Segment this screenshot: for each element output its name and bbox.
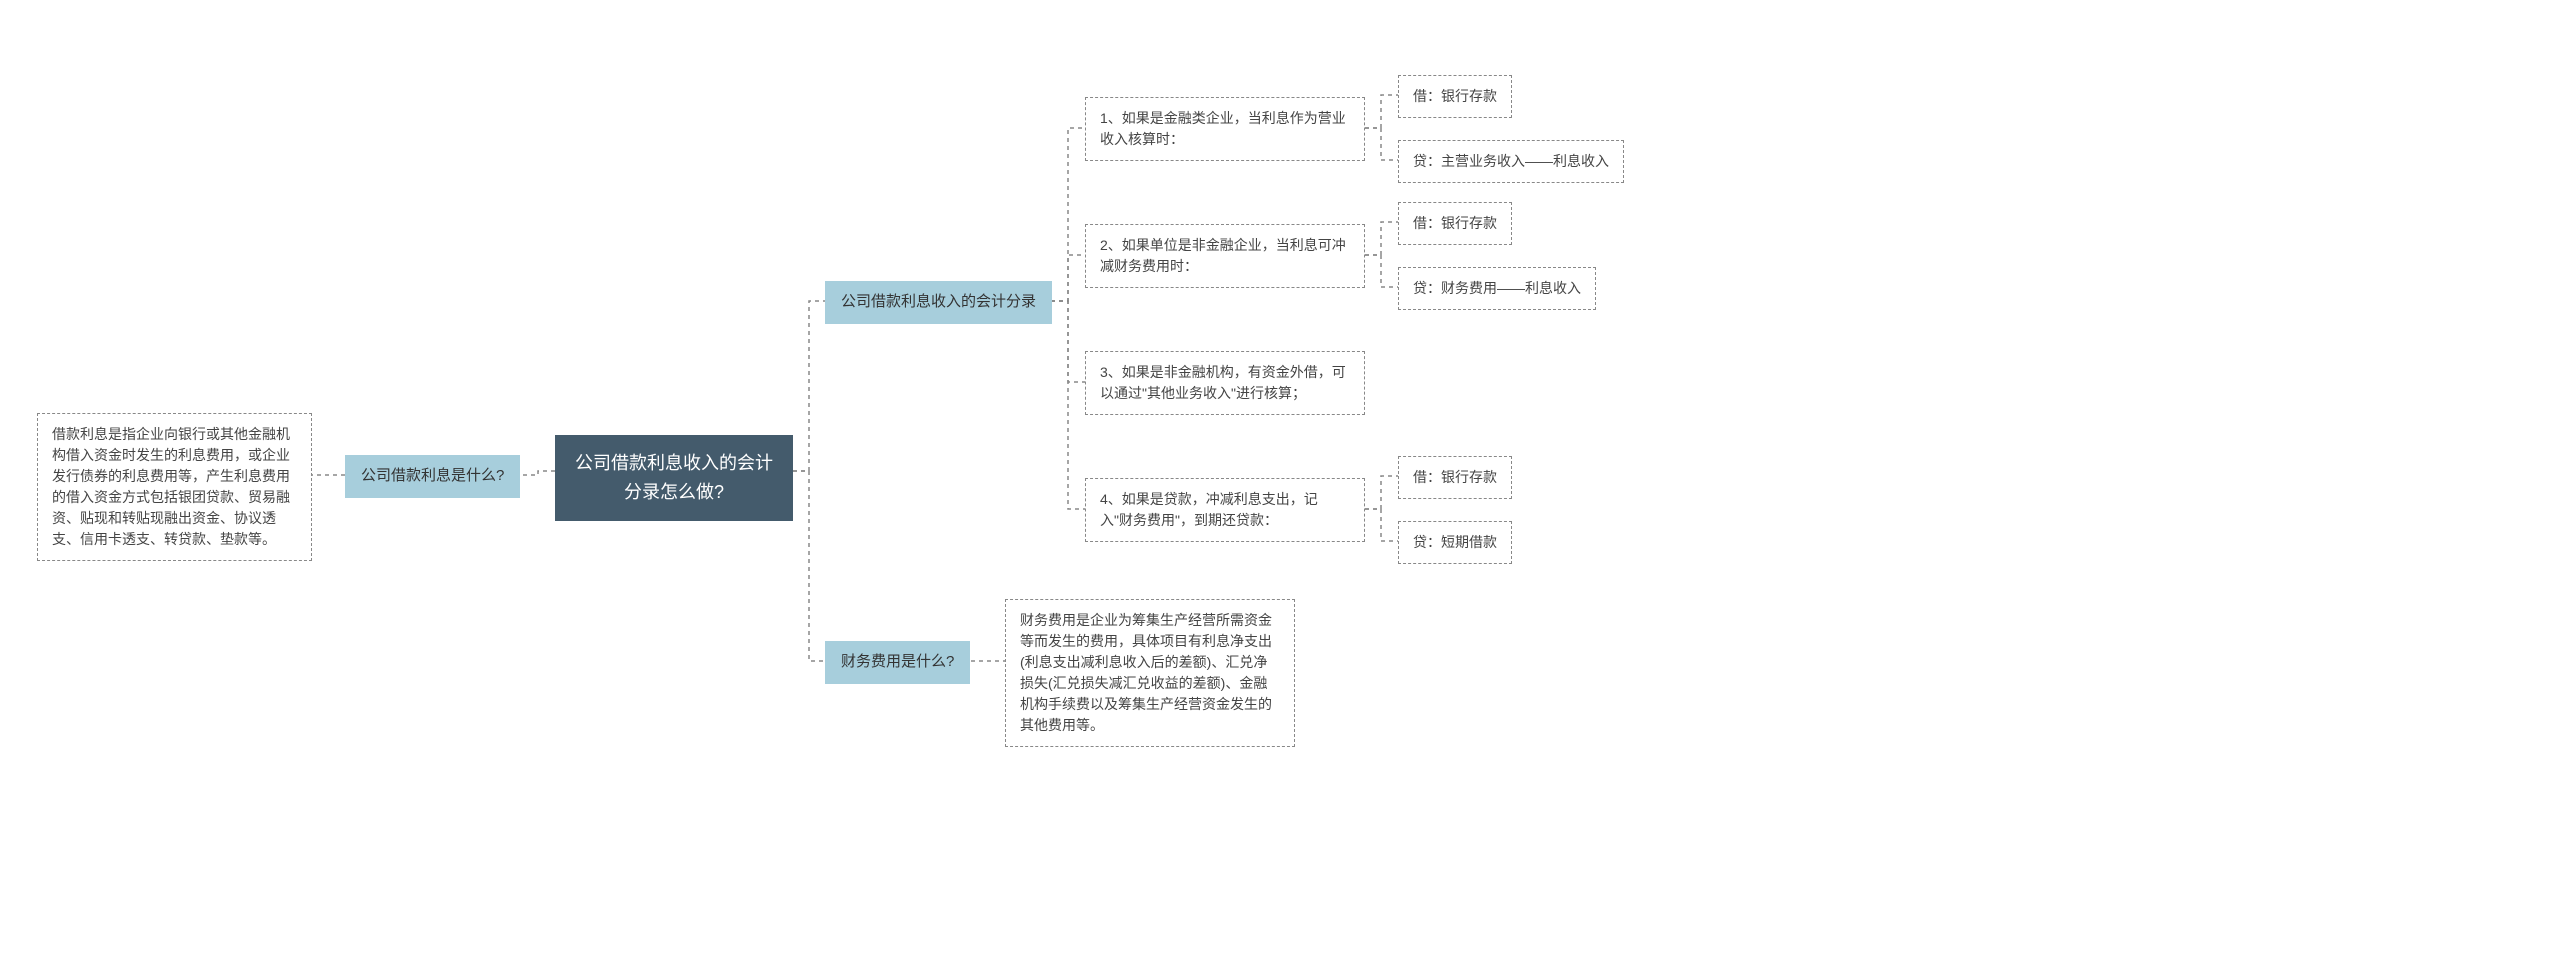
right-branch-0-child-1-sub-0: 借：银行存款 <box>1398 202 1512 245</box>
right-branch-0-child-3-sub-1: 贷：短期借款 <box>1398 521 1512 564</box>
right-branch-1-leaf: 财务费用是企业为筹集生产经营所需资金等而发生的费用，具体项目有利息净支出(利息支… <box>1005 599 1295 747</box>
right-branch-0-child-0: 1、如果是金融类企业，当利息作为营业收入核算时： <box>1085 97 1365 161</box>
right-branch-0: 公司借款利息收入的会计分录 <box>825 281 1052 324</box>
right-branch-0-child-3: 4、如果是贷款，冲减利息支出，记入"财务费用"，到期还贷款： <box>1085 478 1365 542</box>
right-branch-0-child-1: 2、如果单位是非金融企业，当利息可冲减财务费用时： <box>1085 224 1365 288</box>
right-branch-0-child-2: 3、如果是非金融机构，有资金外借，可以通过"其他业务收入"进行核算； <box>1085 351 1365 415</box>
root-line2: 分录怎么做? <box>575 478 773 507</box>
left-branch-leaf: 借款利息是指企业向银行或其他金融机构借入资金时发生的利息费用，或企业发行债券的利… <box>37 413 312 561</box>
left-branch: 公司借款利息是什么? <box>345 455 520 498</box>
right-branch-0-child-0-sub-1: 贷：主营业务收入——利息收入 <box>1398 140 1624 183</box>
right-branch-0-child-3-sub-0: 借：银行存款 <box>1398 456 1512 499</box>
root-line1: 公司借款利息收入的会计 <box>575 449 773 478</box>
root-node: 公司借款利息收入的会计 分录怎么做? <box>555 435 793 521</box>
right-branch-1: 财务费用是什么? <box>825 641 970 684</box>
right-branch-0-child-0-sub-0: 借：银行存款 <box>1398 75 1512 118</box>
right-branch-0-child-1-sub-1: 贷：财务费用——利息收入 <box>1398 267 1596 310</box>
